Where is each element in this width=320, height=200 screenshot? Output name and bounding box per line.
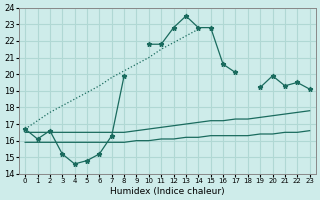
X-axis label: Humidex (Indice chaleur): Humidex (Indice chaleur) (110, 187, 225, 196)
